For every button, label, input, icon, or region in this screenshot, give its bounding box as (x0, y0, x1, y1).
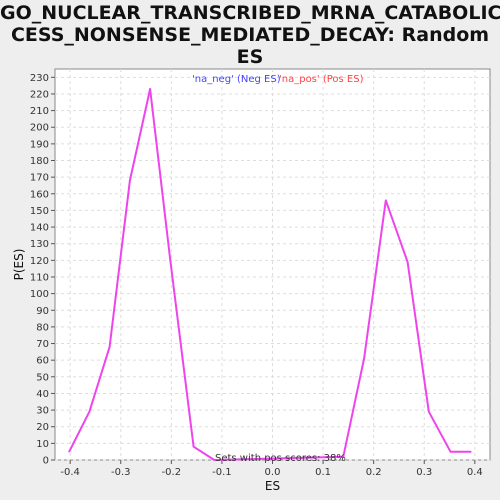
y-tick-label: 100 (30, 289, 49, 300)
y-tick-label: 130 (30, 239, 49, 250)
x-tick-label: 0.3 (416, 467, 432, 478)
data-point (363, 358, 365, 360)
x-tick-label: 0.2 (366, 467, 382, 478)
data-point (149, 88, 151, 90)
legend-pos: 'na_pos' (Pos ES) (279, 74, 364, 85)
y-tick-label: 60 (36, 356, 49, 367)
x-tick-label: -0.1 (212, 467, 232, 478)
y-axis-title: P(ES) (12, 249, 26, 281)
x-tick-label: -0.2 (162, 467, 182, 478)
y-tick-label: 20 (36, 422, 49, 433)
data-point (407, 261, 409, 263)
data-point (385, 200, 387, 202)
y-tick-label: 190 (30, 139, 49, 150)
y-tick-label: 140 (30, 223, 49, 234)
y-tick-label: 150 (30, 206, 49, 217)
data-point (428, 411, 430, 413)
y-tick-label: 0 (43, 456, 49, 467)
y-axis: 0 10 20 30 40 50 60 70 80 90 100 110 120 130 140 150 160… (30, 73, 55, 467)
y-tick-label: 160 (30, 189, 49, 200)
x-axis-title: ES (265, 479, 280, 493)
annotation: Sets with pos scores: 38% (215, 453, 346, 464)
y-tick-label: 80 (36, 322, 49, 333)
y-tick-label: 220 (30, 89, 49, 100)
y-tick-label: 40 (36, 389, 49, 400)
y-tick-label: 120 (30, 256, 49, 267)
data-point (170, 260, 172, 262)
y-tick-label: 10 (36, 439, 49, 450)
data-point (193, 446, 195, 448)
y-tick-label: 230 (30, 73, 49, 84)
y-tick-label: 50 (36, 372, 49, 383)
legend-neg: 'na_neg' (Neg ES) (192, 74, 281, 85)
y-tick-label: 210 (30, 106, 49, 117)
data-point (470, 451, 472, 453)
x-tick-label: 0.4 (467, 467, 483, 478)
y-tick-label: 110 (30, 272, 49, 283)
y-tick-label: 200 (30, 123, 49, 134)
data-point (109, 346, 111, 348)
x-tick-label: 0.0 (265, 467, 281, 478)
x-tick-label: -0.3 (111, 467, 131, 478)
y-tick-label: 170 (30, 173, 49, 184)
data-point (129, 180, 131, 182)
y-tick-label: 30 (36, 406, 49, 417)
x-tick-label: 0.1 (315, 467, 331, 478)
y-tick-label: 90 (36, 306, 49, 317)
data-point (89, 411, 91, 413)
x-tick-label: -0.4 (60, 467, 80, 478)
y-tick-label: 180 (30, 156, 49, 167)
data-point (68, 451, 70, 453)
y-tick-label: 70 (36, 339, 49, 350)
data-point (450, 451, 452, 453)
